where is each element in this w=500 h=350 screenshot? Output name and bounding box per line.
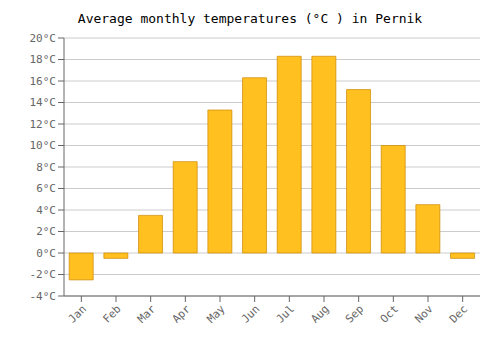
svg-text:Mar: Mar [135, 302, 159, 326]
svg-text:-2°C: -2°C [30, 268, 57, 281]
svg-text:Aug: Aug [308, 302, 331, 325]
svg-text:14°C: 14°C [30, 96, 57, 109]
svg-text:6°C: 6°C [36, 182, 56, 195]
svg-text:12°C: 12°C [30, 118, 57, 131]
svg-text:Jul: Jul [274, 302, 297, 325]
svg-text:Jun: Jun [239, 302, 262, 325]
svg-text:20°C: 20°C [30, 32, 57, 45]
svg-text:8°C: 8°C [36, 161, 56, 174]
svg-text:16°C: 16°C [30, 75, 57, 88]
svg-text:Apr: Apr [170, 302, 194, 326]
svg-text:18°C: 18°C [30, 53, 57, 66]
svg-text:Oct: Oct [378, 302, 401, 325]
svg-text:-4°C: -4°C [30, 290, 57, 303]
svg-text:0°C: 0°C [36, 247, 56, 260]
svg-text:Dec: Dec [447, 302, 470, 325]
svg-text:Jan: Jan [66, 302, 89, 325]
svg-text:Feb: Feb [100, 302, 123, 325]
svg-text:May: May [204, 302, 228, 326]
html-text:Average monthly temperatures (: Average monthly temperatures (°C ) in Pe… [77, 11, 423, 26]
svg-text:2°C: 2°C [36, 225, 56, 238]
svg-text:10°C: 10°C [30, 139, 57, 152]
svg-text:4°C: 4°C [36, 204, 56, 217]
svg-text:Sep: Sep [343, 302, 366, 325]
svg-text:Nov: Nov [412, 302, 436, 326]
